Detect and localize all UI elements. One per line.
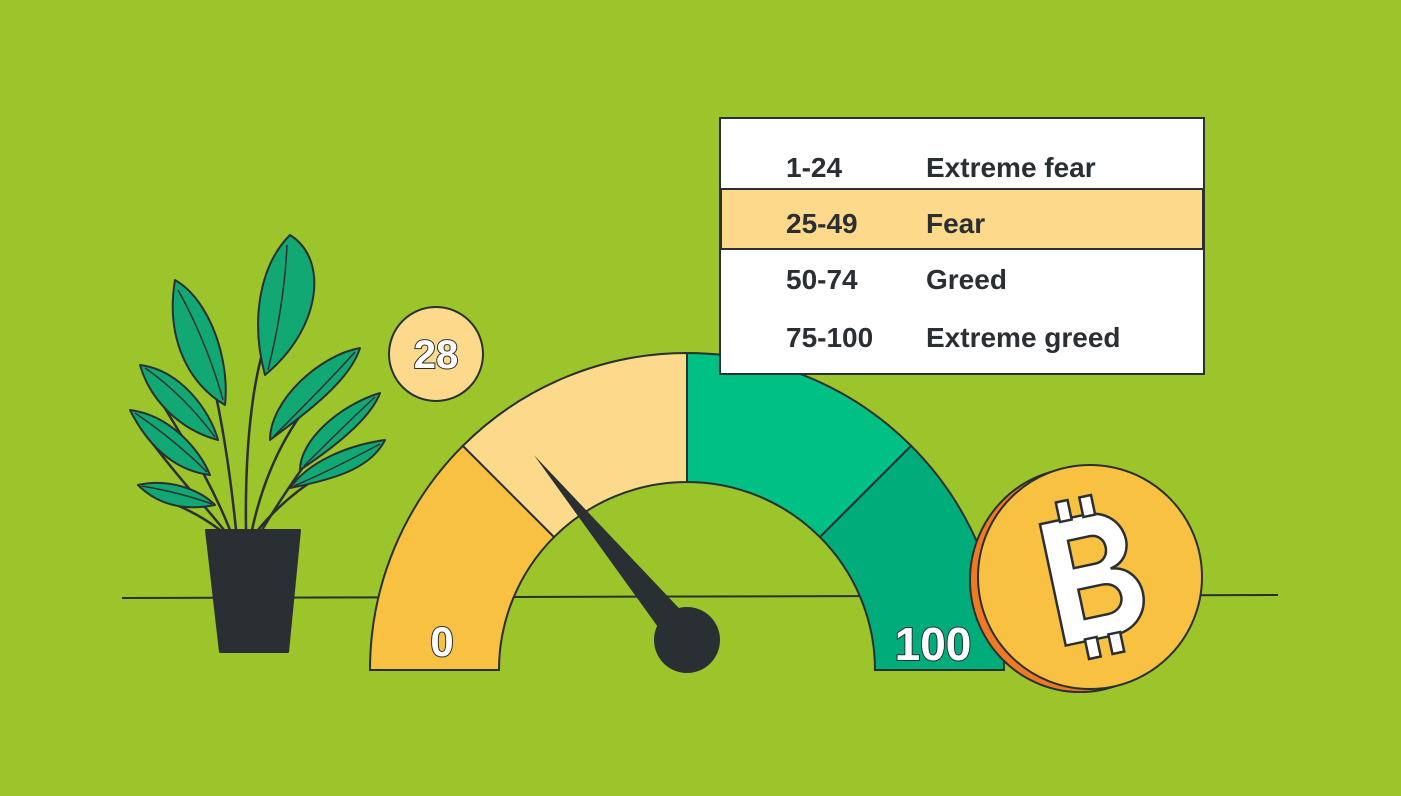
gauge-min-label: 0: [430, 618, 453, 665]
needle-hub: [654, 607, 720, 673]
legend-row-range: 25-49: [786, 208, 858, 239]
gauge: [368, 351, 1006, 671]
legend-row-label: Fear: [926, 208, 985, 239]
gauge-max-label: 100: [895, 618, 972, 670]
gauge-needle: [534, 455, 720, 673]
gauge-value-label: 28: [414, 333, 459, 377]
legend-table: 1-24 Extreme fear 25-49 Fear 50-74 Greed…: [719, 117, 1205, 375]
gauge-segment-extreme-greed: [818, 444, 1006, 671]
legend-row-range: 75-100: [786, 322, 873, 353]
plant-icon: [129, 234, 386, 653]
legend-highlight: [720, 188, 1204, 250]
bitcoin-icon: [969, 464, 1203, 693]
needle-pointer: [534, 455, 700, 651]
value-bubble: 28: [388, 306, 484, 402]
legend-row-range: 50-74: [786, 264, 858, 295]
legend-row-label: Extreme greed: [926, 322, 1121, 353]
legend-row-range: 1-24: [786, 152, 842, 183]
legend-row-label: Greed: [926, 264, 1007, 295]
legend-row-label: Extreme fear: [926, 152, 1096, 183]
